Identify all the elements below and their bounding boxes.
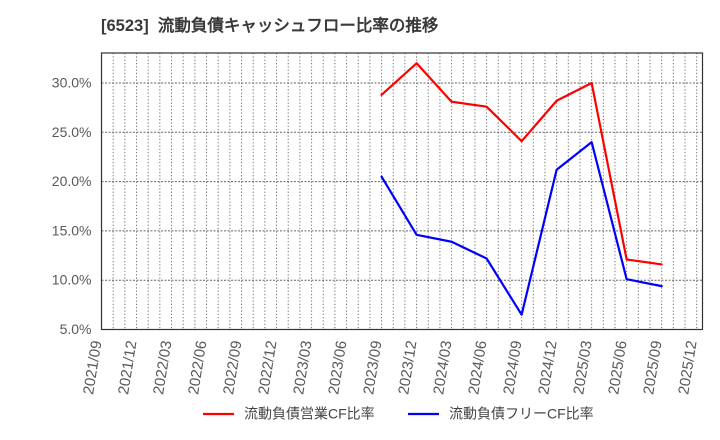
- svg-text:流動負債営業CF比率: 流動負債営業CF比率: [244, 406, 375, 422]
- svg-text:15.0%: 15.0%: [52, 222, 92, 238]
- svg-text:30.0%: 30.0%: [52, 75, 92, 91]
- svg-text:20.0%: 20.0%: [52, 173, 92, 189]
- svg-text:流動負債フリーCF比率: 流動負債フリーCF比率: [449, 406, 594, 422]
- svg-text:10.0%: 10.0%: [52, 272, 92, 288]
- svg-text:25.0%: 25.0%: [52, 124, 92, 140]
- svg-text:5.0%: 5.0%: [60, 321, 92, 337]
